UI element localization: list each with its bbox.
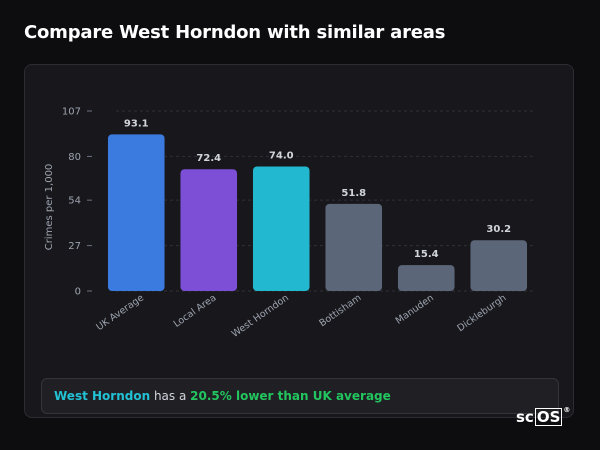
logo-sc: sc (516, 408, 534, 426)
summary-connector: has a (150, 389, 191, 403)
bar-value-label: 93.1 (124, 118, 149, 129)
comparison-chart-card: 0 27 54 80 107 Crimes per 1,000 93.1 UK Average… (24, 64, 574, 418)
bar (180, 169, 238, 291)
summary-area-name: West Horndon (54, 389, 151, 403)
x-tick-label: Bottisham (317, 292, 363, 329)
x-tick-label: Manuden (394, 292, 436, 326)
y-tick-label: 80 (68, 152, 81, 163)
x-tick-label: UK Average (94, 292, 146, 333)
y-axis-label: Crimes per 1,000 (44, 164, 55, 251)
bar (470, 240, 528, 291)
x-tick-label: West Horndon (230, 292, 291, 339)
bar (252, 166, 310, 291)
bar (325, 203, 383, 291)
y-tick-label: 54 (68, 196, 81, 207)
x-tick-label: Local Area (172, 292, 219, 329)
bar-value-label: 74.0 (269, 151, 294, 162)
logo-os: OS (534, 408, 563, 426)
bar-value-label: 51.8 (341, 188, 366, 199)
comparison-summary: West Horndon has a 20.5% lower than UK a… (41, 378, 559, 414)
y-tick-label: 0 (75, 287, 81, 298)
bar-value-label: 72.4 (196, 153, 221, 164)
y-tick-label: 107 (62, 107, 81, 118)
bar (397, 265, 455, 291)
logo-registered-mark: ® (563, 406, 571, 414)
bar-value-label: 15.4 (414, 249, 439, 260)
y-tick-label: 27 (68, 241, 81, 252)
bar (107, 134, 165, 291)
summary-difference: 20.5% lower than UK average (190, 389, 391, 403)
bar-value-label: 30.2 (486, 224, 511, 235)
x-tick-label: Dickleburgh (455, 292, 508, 334)
page-title: Compare West Horndon with similar areas (24, 22, 446, 43)
crime-rate-bar-chart: 0 27 54 80 107 Crimes per 1,000 93.1 UK Average… (44, 107, 535, 340)
scos-logo: sc OS ® (516, 406, 571, 426)
